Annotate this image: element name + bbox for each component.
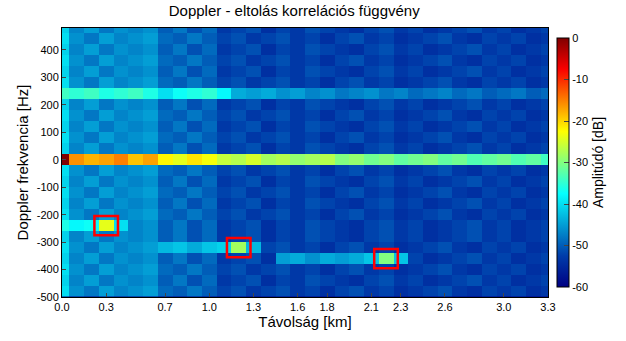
svg-text:-60: -60 — [572, 281, 588, 293]
svg-text:0.0: 0.0 — [54, 301, 69, 313]
svg-text:-30: -30 — [572, 156, 588, 168]
svg-text:200: 200 — [40, 99, 58, 111]
svg-text:0.3: 0.3 — [99, 301, 114, 313]
svg-text:1.6: 1.6 — [290, 301, 305, 313]
svg-text:2.1: 2.1 — [364, 301, 379, 313]
svg-text:3.0: 3.0 — [496, 301, 511, 313]
svg-text:-100: -100 — [37, 181, 59, 193]
svg-text:3.3: 3.3 — [540, 301, 555, 313]
svg-text:0: 0 — [572, 32, 578, 44]
svg-text:Doppler - eltolás korrelációs: Doppler - eltolás korrelációs függvény — [169, 2, 420, 19]
svg-text:Doppler frekvencia [Hz]: Doppler frekvencia [Hz] — [14, 85, 31, 241]
svg-text:400: 400 — [40, 44, 58, 56]
svg-text:Távolság [km]: Távolság [km] — [258, 313, 351, 330]
svg-text:1.0: 1.0 — [202, 301, 217, 313]
svg-text:-40: -40 — [572, 198, 588, 210]
svg-text:-200: -200 — [37, 209, 59, 221]
svg-text:1.8: 1.8 — [319, 301, 334, 313]
svg-text:0.7: 0.7 — [157, 301, 172, 313]
svg-text:2.3: 2.3 — [393, 301, 408, 313]
svg-text:1.3: 1.3 — [246, 301, 261, 313]
svg-text:2.6: 2.6 — [437, 301, 452, 313]
svg-text:0: 0 — [53, 154, 59, 166]
svg-text:-20: -20 — [572, 115, 588, 127]
svg-text:300: 300 — [40, 71, 58, 83]
svg-text:-300: -300 — [37, 236, 59, 248]
svg-text:-10: -10 — [572, 73, 588, 85]
svg-text:-50: -50 — [572, 239, 588, 251]
svg-text:Amplitúdó [dB]: Amplitúdó [dB] — [590, 117, 606, 208]
svg-text:100: 100 — [40, 126, 58, 138]
svg-text:-500: -500 — [37, 291, 59, 303]
svg-text:-400: -400 — [37, 263, 59, 275]
